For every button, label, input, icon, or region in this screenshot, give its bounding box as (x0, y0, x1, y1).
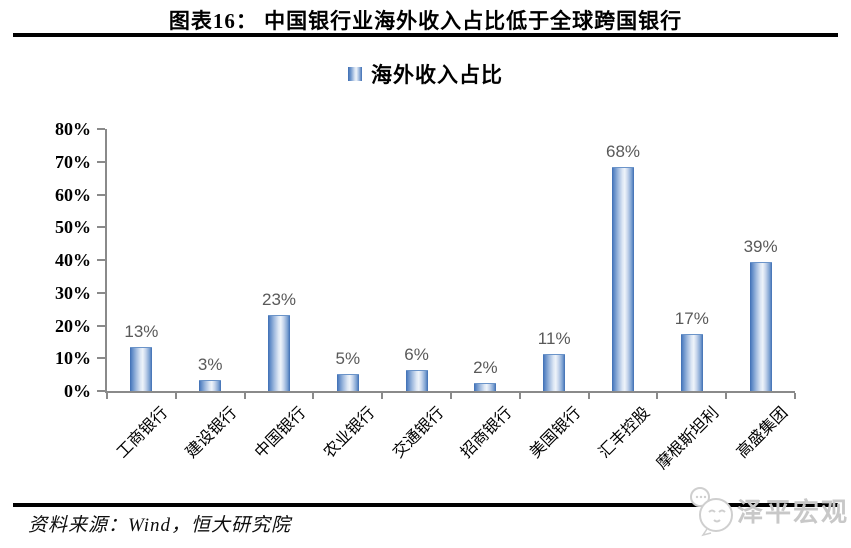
footer-divider (13, 503, 838, 507)
x-axis-tick (312, 393, 315, 399)
y-axis-label: 70% (55, 151, 91, 172)
title-divider (13, 33, 838, 37)
y-axis-label: 60% (55, 184, 91, 205)
x-axis-tick (587, 393, 590, 399)
bar (199, 380, 222, 391)
bar-value-label: 39% (743, 237, 778, 257)
bar-value-label: 68% (605, 142, 641, 162)
x-category-label: 汇丰控股 (595, 404, 654, 462)
bar-value-label: 11% (537, 328, 571, 348)
y-axis-tick (97, 226, 105, 229)
y-axis-tick (97, 193, 105, 196)
y-axis-label: 50% (55, 217, 91, 238)
bar (612, 167, 634, 391)
y-axis-label: 40% (55, 250, 91, 270)
y-axis-label: 30% (55, 282, 91, 303)
plot-area: 0% 10% 20% 30% 40% 50% 60% 70% 80% 13% 工商银行 3% 建设银行 2… (55, 119, 796, 473)
y-axis-label: 0% (64, 381, 91, 401)
bar-value-label: 3% (197, 355, 223, 375)
bar-value-label: 17% (674, 309, 709, 329)
chart-legend: 海外收入占比 (0, 62, 851, 87)
mascot-logo-icon (689, 487, 733, 537)
x-category-label: 美国银行 (527, 404, 585, 462)
bar (543, 353, 566, 391)
source-note: 资料来源：Wind，恒大研究院 (28, 515, 292, 536)
bar-value-label: 5% (335, 348, 361, 368)
x-axis-tick (106, 393, 108, 399)
x-axis-tick (243, 393, 246, 399)
watermark-text: 泽平宏观 (736, 496, 849, 527)
bar (268, 314, 290, 391)
watermark: 泽平宏观 (687, 482, 849, 538)
y-axis-label: 80% (55, 119, 91, 139)
figure-title: 图表16： 中国银行业海外收入占比低于全球跨国银行 (168, 9, 683, 33)
x-category-label: 交通银行 (389, 404, 447, 462)
bar (680, 334, 703, 391)
x-axis-tick (174, 393, 177, 399)
x-axis-tick (381, 393, 384, 399)
x-axis-tick (450, 393, 452, 399)
bar (130, 347, 153, 391)
bar-value-label: 13% (124, 322, 159, 342)
bar-value-label: 23% (261, 289, 297, 309)
legend-swatch-icon (348, 67, 362, 81)
bar (749, 262, 772, 391)
y-axis-tick (97, 390, 105, 392)
y-axis-label: 10% (55, 348, 91, 369)
x-axis-tick (518, 393, 521, 399)
bar-value-label: 2% (473, 358, 498, 378)
y-axis-tick (97, 259, 105, 261)
y-axis-label: 20% (55, 315, 91, 336)
y-axis-tick (97, 128, 105, 130)
x-axis-tick (656, 393, 659, 399)
x-category-label: 招商银行 (458, 404, 516, 462)
bar-value-label: 6% (404, 345, 429, 365)
y-axis-tick (97, 357, 105, 360)
x-axis-tick (725, 393, 728, 399)
bar (405, 370, 428, 391)
x-axis-tick (794, 393, 796, 399)
legend-label: 海外收入占比 (371, 63, 503, 87)
y-axis-tick (97, 291, 105, 294)
y-axis-tick (97, 160, 105, 163)
bar (336, 373, 359, 391)
bar (474, 383, 497, 391)
y-axis-tick (97, 324, 105, 327)
